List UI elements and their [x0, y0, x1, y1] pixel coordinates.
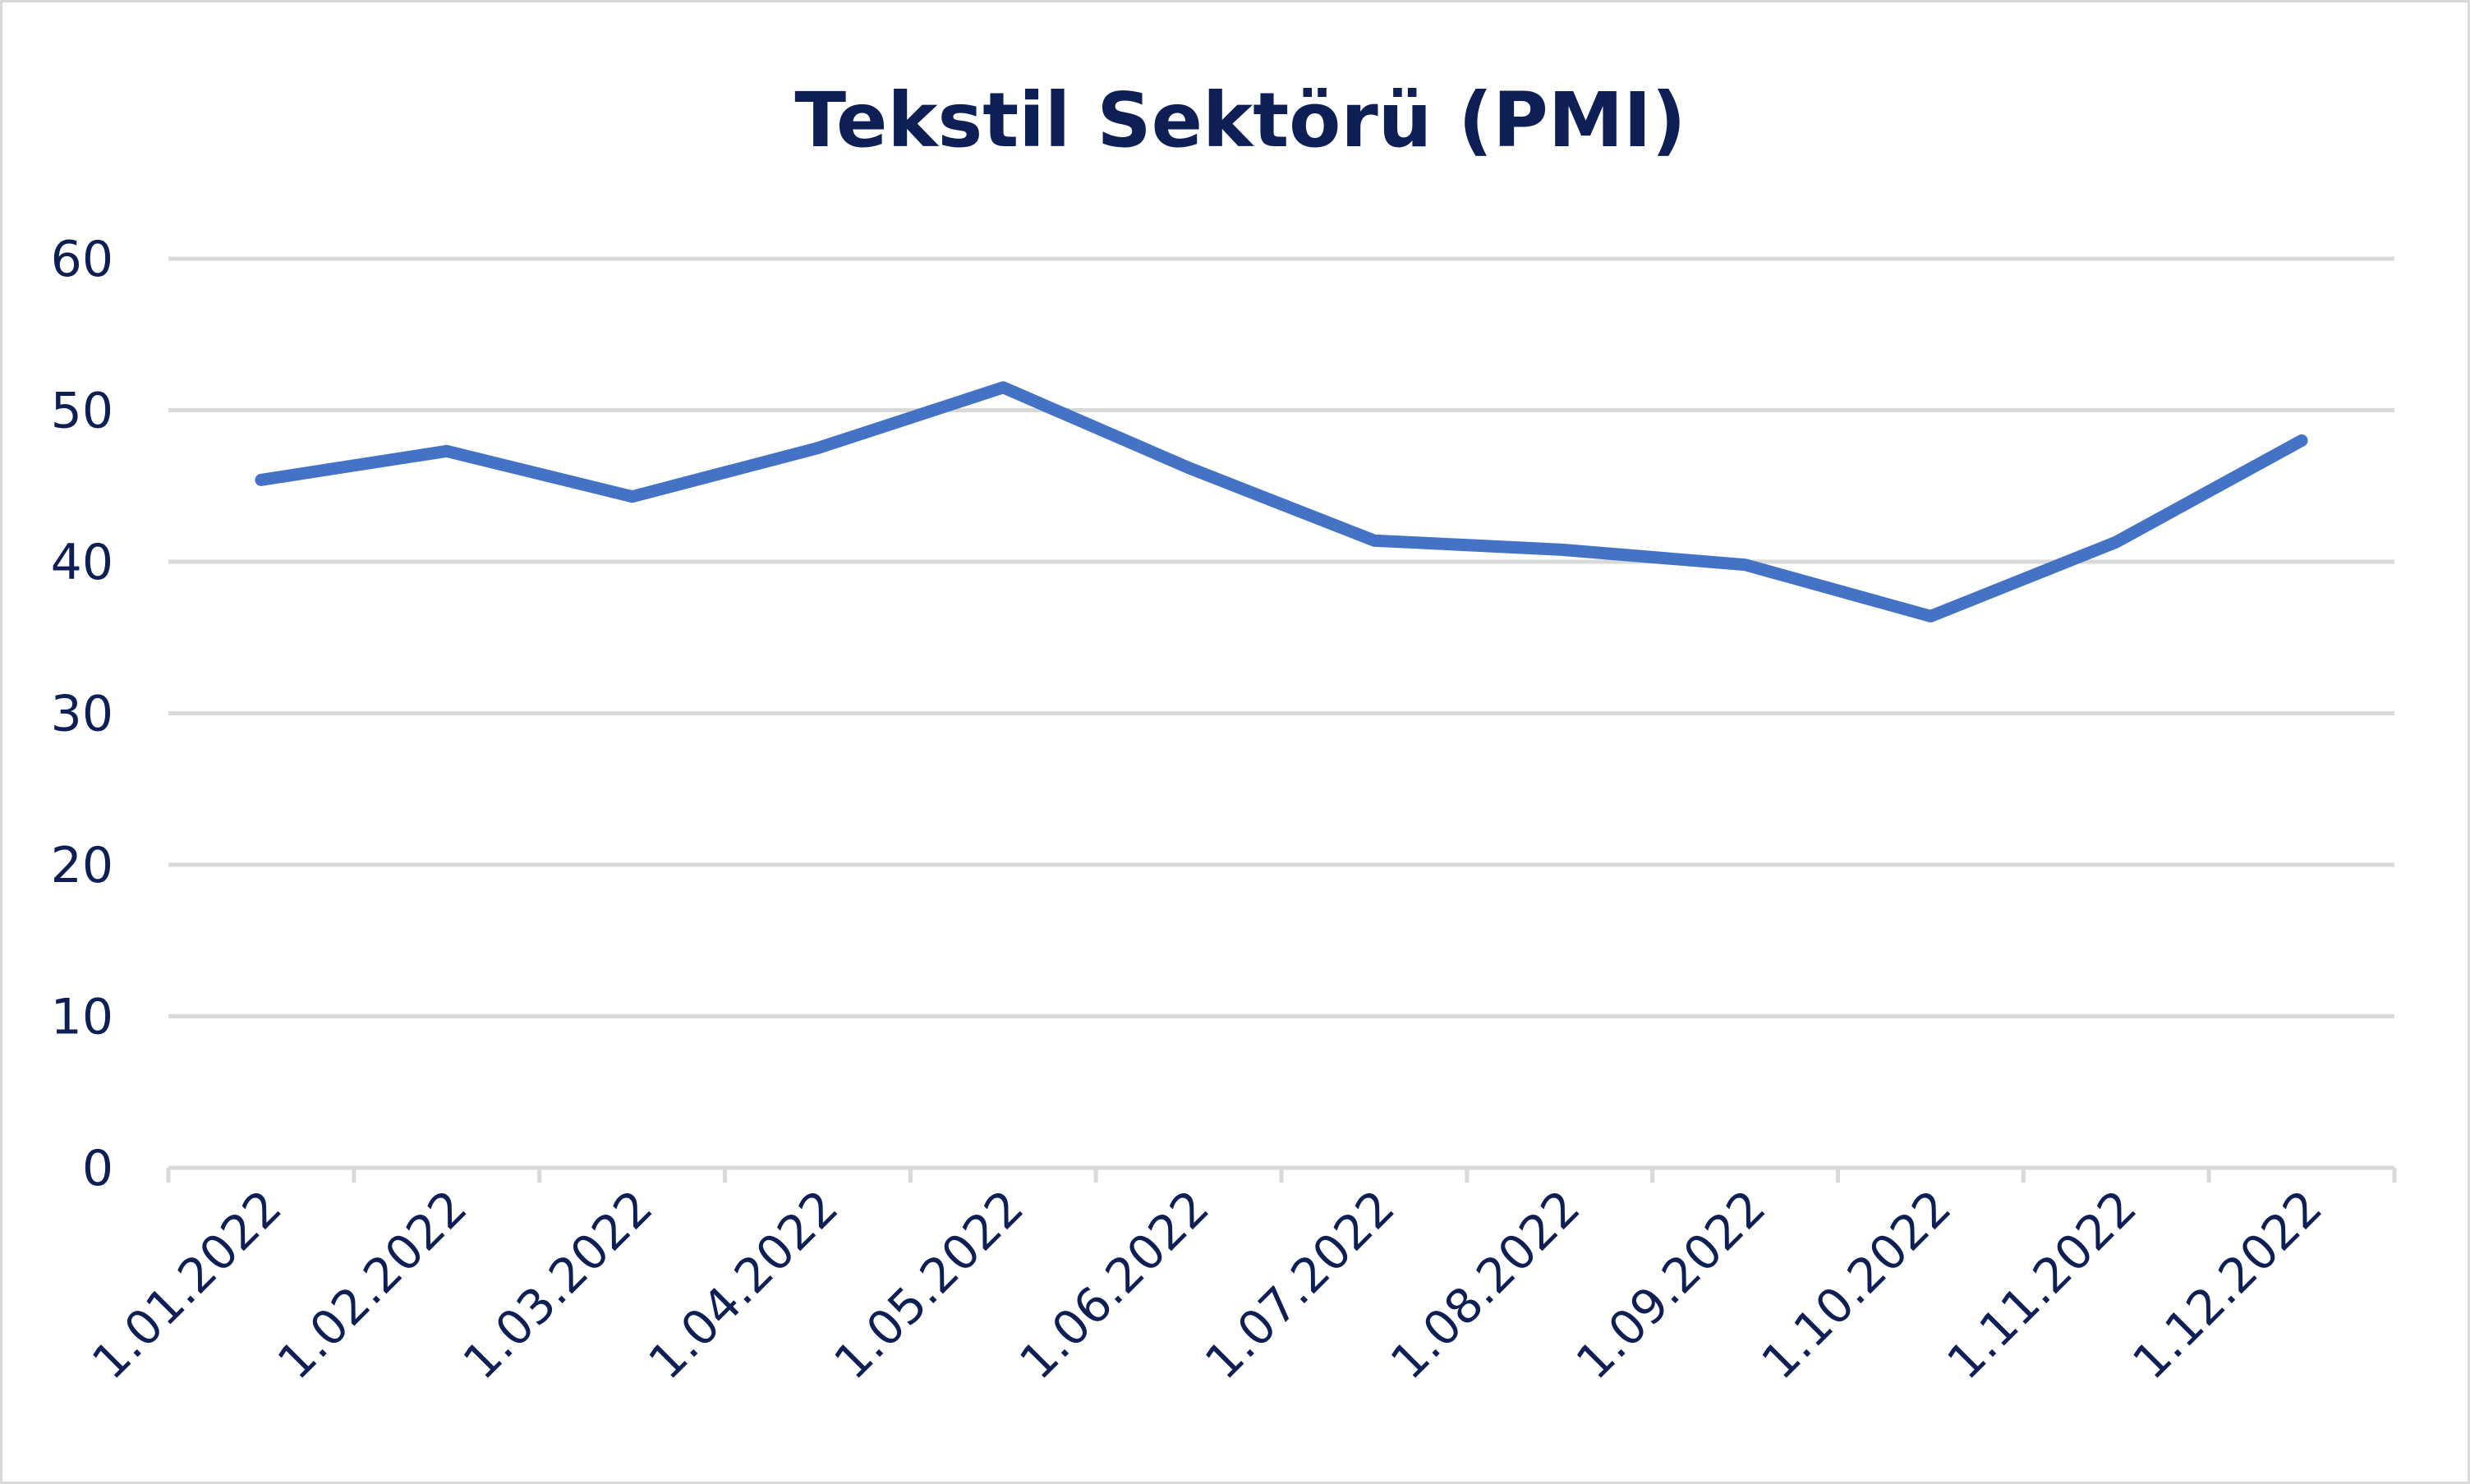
x-tick-label: 1.03.2022: [453, 1179, 664, 1390]
chart-title: Tekstil Sektörü (PMI): [794, 76, 1686, 164]
y-tick-label: 30: [51, 686, 113, 743]
x-tick-label: 1.04.2022: [638, 1179, 849, 1390]
y-tick-label: 40: [51, 534, 113, 591]
series-layer: [255, 381, 2308, 623]
grid-lines: [168, 256, 2394, 1018]
x-tick-label: 1.06.2022: [1009, 1179, 1220, 1390]
series-line: [255, 381, 2308, 623]
x-tick-label: 1.12.2022: [2122, 1179, 2333, 1390]
x-tick-label: 1.10.2022: [1751, 1179, 1962, 1390]
x-tick-label: 1.08.2022: [1380, 1179, 1591, 1390]
y-tick-label: 0: [82, 1140, 113, 1197]
x-tick-label: 1.05.2022: [823, 1179, 1034, 1390]
x-axis: [166, 1165, 2397, 1183]
x-tick-label: 1.01.2022: [81, 1179, 292, 1390]
y-tick-label: 10: [51, 989, 113, 1046]
x-tick-label: 1.11.2022: [1936, 1179, 2147, 1390]
x-tick-label: 1.09.2022: [1566, 1179, 1777, 1390]
y-tick-label: 50: [51, 383, 113, 440]
x-tick-label: 1.02.2022: [267, 1179, 478, 1390]
y-tick-label: 60: [51, 231, 113, 288]
y-tick-label: 20: [51, 837, 113, 894]
x-axis-tick-labels: 1.01.20221.02.20221.03.20221.04.20221.05…: [81, 1179, 2333, 1390]
x-tick-label: 1.07.2022: [1194, 1179, 1405, 1390]
y-axis-tick-labels: 0 10 20 30 40 50 60: [51, 231, 113, 1197]
